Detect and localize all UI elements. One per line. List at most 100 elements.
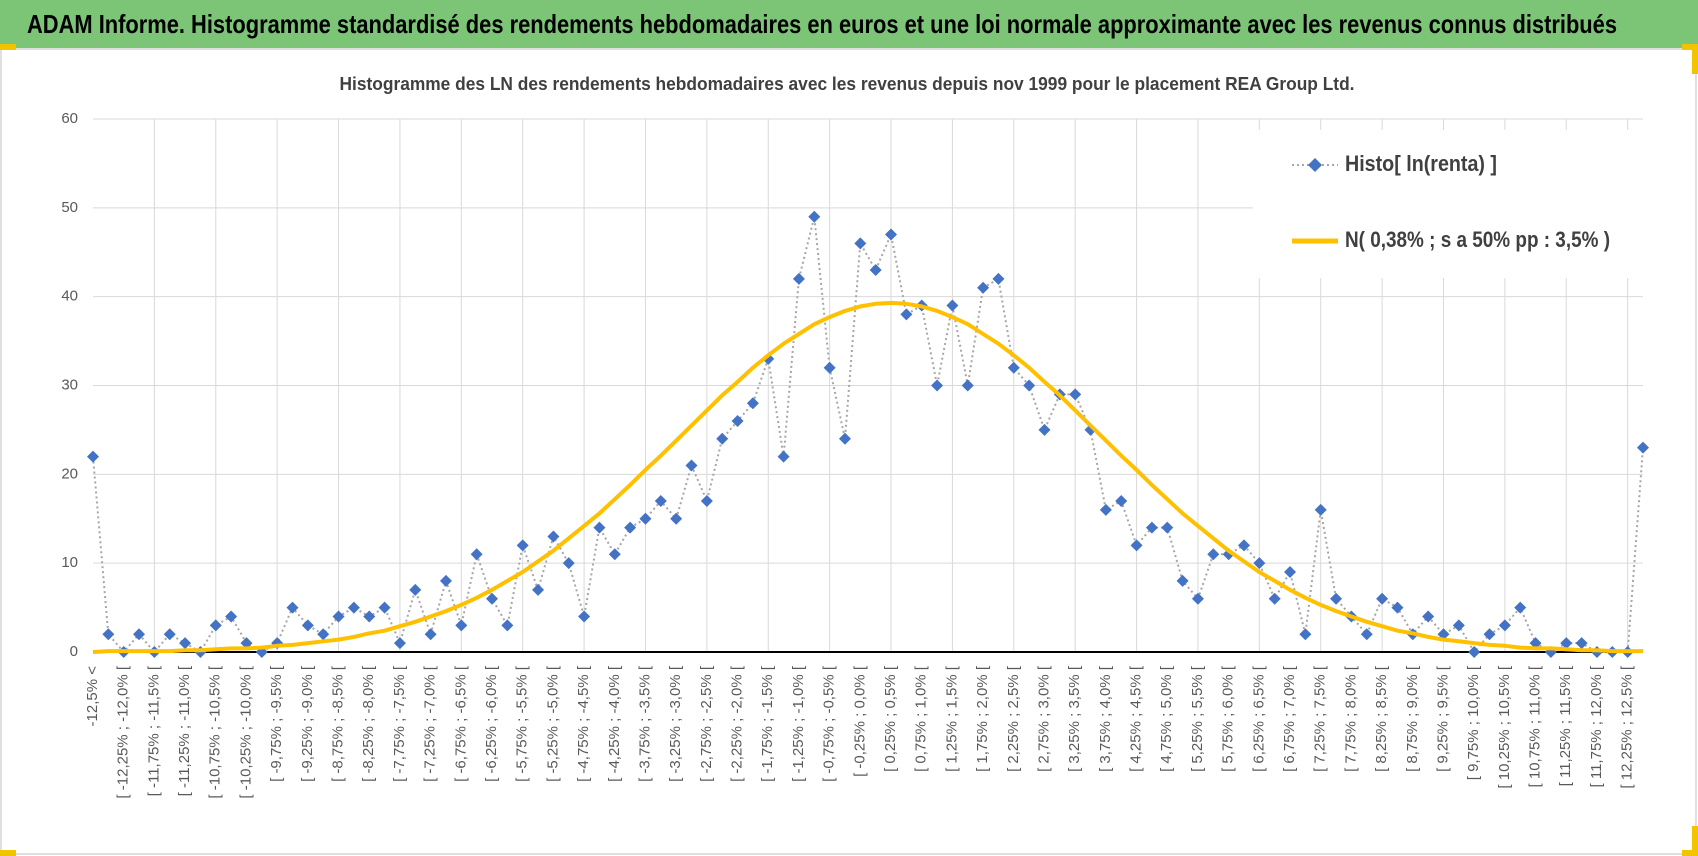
data-point xyxy=(501,619,514,632)
corner xyxy=(0,850,16,856)
data-point xyxy=(133,628,146,641)
x-tick-label: [ 10,75% ; 11,0% [ xyxy=(1527,665,1544,787)
header-bar xyxy=(0,0,1698,48)
data-point xyxy=(931,379,944,392)
data-point xyxy=(516,539,529,552)
data-point xyxy=(1284,566,1297,579)
data-point xyxy=(1038,423,1051,436)
data-point xyxy=(547,530,560,543)
data-point xyxy=(317,628,330,641)
data-point xyxy=(225,610,238,623)
x-tick-label: [ -4,25% ; -4,0% [ xyxy=(606,665,623,782)
data-point xyxy=(347,601,360,614)
x-tick-label: [ -2,25% ; -2,0% [ xyxy=(729,665,746,782)
data-point xyxy=(1330,592,1343,605)
data-point xyxy=(593,521,606,534)
x-tick-label: [ -6,25% ; -6,0% [ xyxy=(483,665,500,782)
data-point xyxy=(1360,628,1373,641)
data-point xyxy=(1514,601,1527,614)
data-point xyxy=(102,628,115,641)
x-tick-label: [ -5,25% ; -5,0% [ xyxy=(544,665,561,782)
data-point xyxy=(1468,646,1481,658)
data-point xyxy=(700,494,713,507)
x-tick-label: [ 0,25% ; 0,5% [ xyxy=(882,665,899,772)
data-point xyxy=(639,512,652,525)
x-tick-label: [ -10,25% ; -10,0% [ xyxy=(237,665,254,798)
x-tick-label: [ 8,25% ; 8,5% [ xyxy=(1373,665,1390,772)
y-tick-label: 60 xyxy=(61,110,78,127)
chart-title: Histogramme des LN des rendements hebdom… xyxy=(340,74,1355,94)
data-point xyxy=(562,557,575,570)
x-tick-label: [ -11,25% ; -11,0% [ xyxy=(176,665,193,796)
y-tick-label: 30 xyxy=(61,376,78,393)
data-point xyxy=(869,264,882,277)
x-tick-label: [ -3,25% ; -3,0% [ xyxy=(667,665,684,782)
corner xyxy=(1692,826,1698,856)
data-point xyxy=(1069,388,1082,401)
data-point xyxy=(532,583,545,596)
data-point xyxy=(439,574,452,587)
x-tick-label: [ 5,25% ; 5,5% [ xyxy=(1189,665,1206,772)
data-point xyxy=(1207,548,1220,561)
data-point xyxy=(1452,619,1465,632)
x-tick-label: [ 0,75% ; 1,0% [ xyxy=(913,665,930,772)
x-tick-label: [ 5,75% ; 6,0% [ xyxy=(1220,665,1237,772)
legend-marker xyxy=(1308,158,1322,172)
data-point xyxy=(286,601,299,614)
x-tick-label: [ 7,75% ; 8,0% [ xyxy=(1342,665,1359,772)
data-point xyxy=(1023,379,1036,392)
data-point xyxy=(731,415,744,428)
data-point xyxy=(378,601,391,614)
data-point xyxy=(685,459,698,472)
data-point xyxy=(87,450,99,463)
data-point xyxy=(1422,610,1435,623)
data-point xyxy=(900,308,913,321)
x-tick-label: [ 1,75% ; 2,0% [ xyxy=(974,665,991,772)
x-tick-label: [ 6,25% ; 6,5% [ xyxy=(1250,665,1267,772)
data-point xyxy=(1575,637,1588,650)
data-point xyxy=(455,619,468,632)
data-point xyxy=(1237,539,1250,552)
legend-box xyxy=(1253,130,1646,278)
x-tick-label: [ 6,75% ; 7,0% [ xyxy=(1281,665,1298,772)
data-point xyxy=(838,432,851,445)
x-tick-label: [ 2,75% ; 3,0% [ xyxy=(1035,665,1052,772)
y-tick-label: 0 xyxy=(70,643,78,660)
data-point xyxy=(240,637,253,650)
data-point xyxy=(1637,441,1649,454)
data-point xyxy=(716,432,729,445)
y-tick-label: 50 xyxy=(61,199,78,216)
x-tick-label: [ 3,75% ; 4,0% [ xyxy=(1097,665,1114,772)
data-point xyxy=(1115,494,1128,507)
data-point xyxy=(1391,601,1404,614)
x-tick-label: [ -9,25% ; -9,0% [ xyxy=(299,665,316,782)
corner xyxy=(1692,44,1698,74)
data-point xyxy=(1007,361,1020,374)
legend-label: N( 0,38% ; s a 50% pp : 3,5% ) xyxy=(1345,227,1610,252)
x-tick-label: [ -2,75% ; -2,5% [ xyxy=(698,665,715,782)
data-point xyxy=(1191,592,1204,605)
x-tick-label: [ -11,75% ; -11,5% [ xyxy=(145,665,162,796)
chart-frame xyxy=(0,48,1697,855)
x-tick-label: [ 2,25% ; 2,5% [ xyxy=(1005,665,1022,772)
data-point xyxy=(746,397,759,410)
data-point xyxy=(654,494,667,507)
data-point xyxy=(301,619,314,632)
data-point xyxy=(393,637,406,650)
data-point xyxy=(209,619,222,632)
data-point xyxy=(1314,503,1327,516)
legend-label: Histo[ ln(renta) ] xyxy=(1345,151,1497,176)
x-tick-label: [ -12,25% ; -12,0% [ xyxy=(115,665,132,798)
x-tick-label: [ 9,25% ; 9,5% [ xyxy=(1434,665,1451,772)
corner xyxy=(1682,850,1698,856)
data-point xyxy=(1376,592,1389,605)
header-title: ADAM Informe. Histogramme standardisé de… xyxy=(27,9,1617,39)
data-point xyxy=(946,299,959,312)
data-point xyxy=(1176,574,1189,587)
data-point xyxy=(1145,521,1158,534)
data-point xyxy=(808,210,821,223)
y-tick-label: 40 xyxy=(61,288,78,305)
data-point xyxy=(1498,619,1511,632)
data-point xyxy=(163,628,176,641)
